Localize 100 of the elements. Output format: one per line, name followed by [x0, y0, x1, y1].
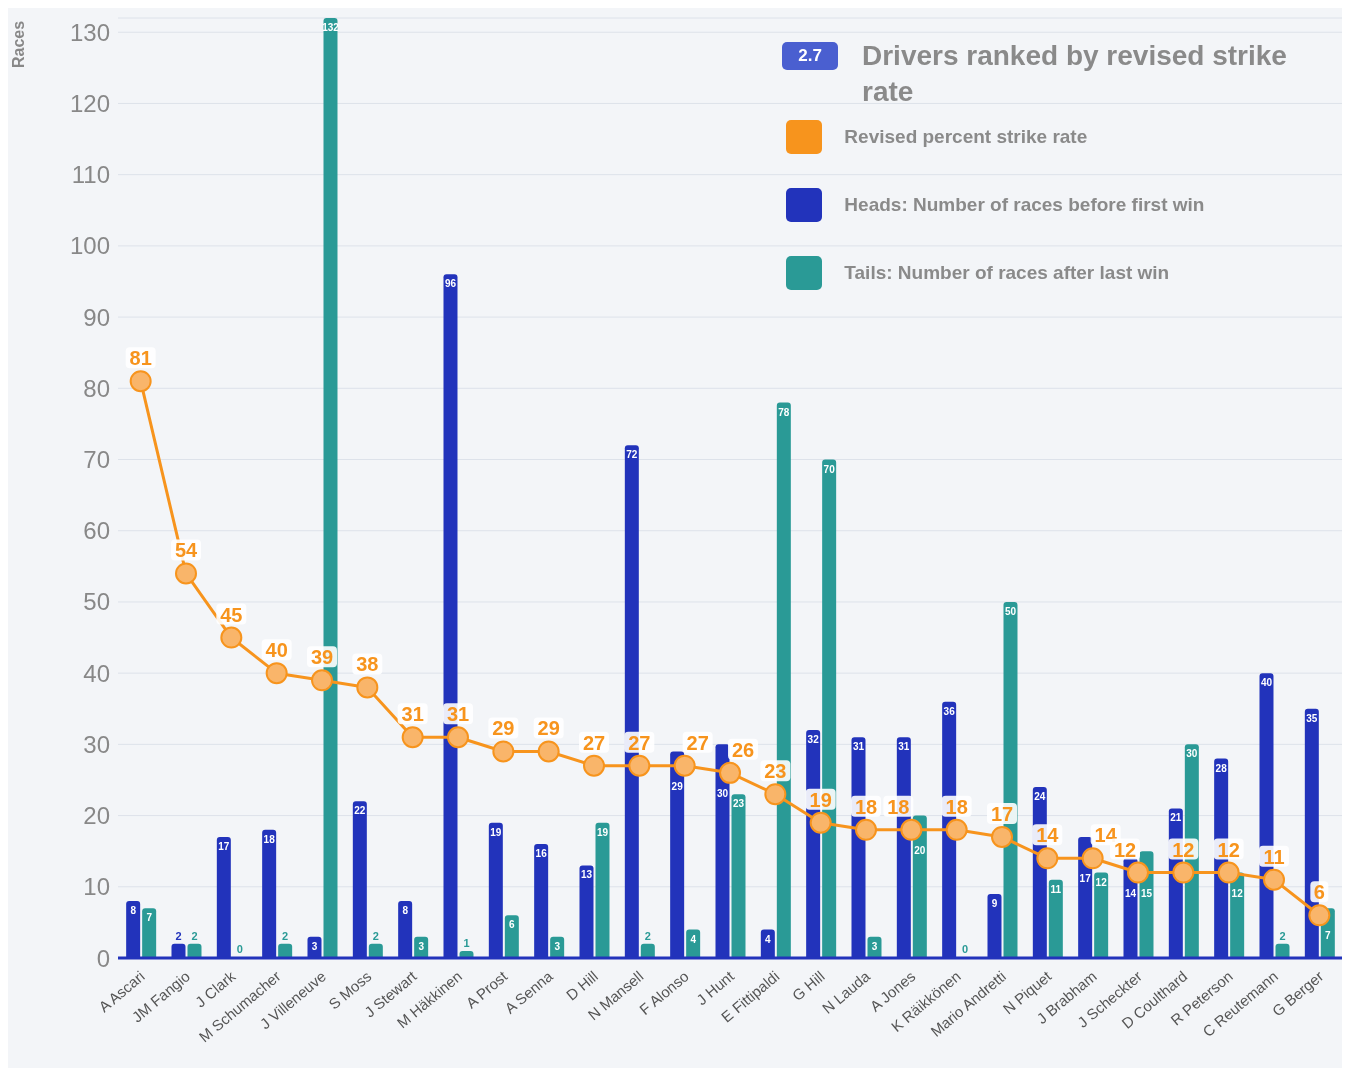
data-label: 45: [220, 603, 243, 626]
point: [855, 818, 877, 841]
data-label: 11: [1050, 883, 1062, 895]
data-label: 7: [146, 912, 153, 924]
data-label: 14: [1036, 824, 1060, 847]
data-label: 29: [492, 717, 515, 740]
y-tick-label: 20: [83, 802, 110, 830]
legend-label: Heads: Number of races before first win: [844, 194, 1205, 216]
data-label: 40: [265, 639, 288, 662]
data-label: 27: [628, 731, 651, 754]
point: [673, 754, 696, 777]
data-label: 21: [1170, 812, 1182, 824]
point: [175, 562, 197, 585]
data-label: 27: [686, 731, 709, 754]
data-label: 2: [1279, 929, 1286, 942]
data-label: 2: [282, 929, 289, 942]
data-label: 36: [943, 705, 956, 717]
data-label: 6: [1313, 881, 1325, 904]
point: [356, 676, 379, 699]
bar: [1094, 872, 1109, 958]
annotation: 2.7: [782, 42, 838, 70]
y-tick-label: 70: [83, 446, 110, 474]
data-label: 27: [582, 731, 606, 754]
data-label: 3: [418, 940, 425, 952]
data-label: 96: [444, 278, 457, 290]
data-label: 18: [263, 833, 276, 845]
data-label: 50: [1004, 605, 1017, 617]
point: [991, 825, 1013, 848]
data-label: 8: [130, 905, 137, 917]
point: [1172, 861, 1195, 884]
data-label: 78: [778, 406, 790, 418]
data-label: 28: [1215, 762, 1228, 774]
data-label: 32: [807, 734, 820, 746]
data-label: 8: [402, 905, 409, 917]
point: [583, 754, 605, 777]
data-label: 3: [554, 940, 561, 952]
y-tick-label: 60: [83, 517, 110, 545]
y-tick-label: 50: [83, 588, 110, 616]
data-label: 19: [596, 826, 609, 838]
data-label: 12: [1113, 838, 1137, 861]
data-label: 31: [401, 703, 424, 726]
y-tick-label: 130: [69, 18, 110, 46]
bar: [595, 822, 610, 958]
data-label: 2: [175, 929, 182, 942]
data-label: 35: [1306, 712, 1318, 724]
point: [129, 370, 152, 393]
y-tick-label: 90: [83, 303, 110, 331]
data-label: 4: [765, 933, 772, 945]
data-label: 31: [898, 741, 910, 753]
point: [1127, 861, 1149, 884]
y-axis-title: Races: [9, 20, 27, 68]
data-label: 17: [218, 840, 230, 852]
data-label: 16: [535, 848, 548, 860]
point: [1217, 861, 1240, 884]
data-label: 2: [191, 929, 198, 942]
data-label: 19: [809, 788, 832, 811]
point: [447, 726, 469, 749]
data-label: 18: [887, 795, 910, 818]
y-tick-label: 100: [69, 232, 110, 260]
point: [401, 726, 424, 749]
bar: [278, 943, 293, 958]
point: [220, 626, 243, 649]
data-label: 54: [174, 539, 198, 562]
data-label: 13: [580, 869, 593, 881]
data-label: 20: [914, 844, 926, 856]
y-tick-label: 10: [83, 873, 110, 901]
data-label: 1: [463, 936, 470, 949]
legend-label: Revised percent strike rate: [844, 126, 1088, 148]
data-label: 39: [310, 646, 334, 669]
data-label: 38: [356, 653, 379, 676]
y-tick-label: 80: [83, 374, 110, 402]
point: [1036, 847, 1059, 870]
data-label: 72: [626, 449, 638, 461]
data-label: 29: [671, 780, 684, 792]
data-label: 29: [537, 717, 560, 740]
data-label: 26: [731, 738, 755, 761]
data-label: 40: [1260, 677, 1273, 689]
data-label: 31: [852, 741, 865, 753]
y-tick-label: 0: [96, 944, 110, 972]
data-label: 14: [1124, 887, 1137, 899]
data-label: 3: [871, 940, 878, 952]
bar: [187, 943, 202, 958]
data-label: 18: [945, 795, 968, 818]
bar: [1048, 879, 1063, 958]
data-label: 2: [372, 929, 379, 942]
point: [945, 818, 968, 841]
point: [900, 818, 923, 841]
bar: [142, 908, 157, 958]
data-label: 0: [236, 943, 243, 955]
point: [265, 662, 288, 685]
data-label: 9: [991, 897, 998, 909]
data-label: 0: [962, 943, 969, 955]
bar: [368, 943, 383, 958]
bar: [731, 794, 746, 958]
data-label: 81: [129, 347, 152, 370]
data-label: 6: [509, 919, 516, 931]
point: [1308, 904, 1331, 927]
bar: [504, 915, 519, 958]
data-label: 17: [990, 802, 1014, 825]
point: [311, 669, 333, 692]
